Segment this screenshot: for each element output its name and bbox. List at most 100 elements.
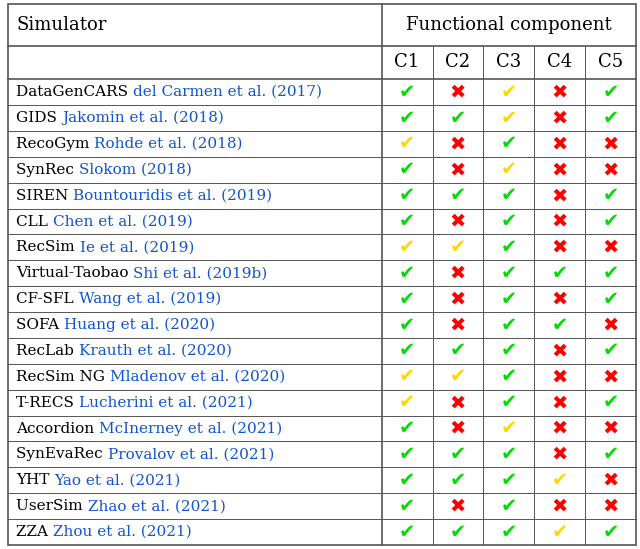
- Text: T-RECS: T-RECS: [16, 396, 79, 410]
- Text: ✔: ✔: [500, 135, 517, 153]
- Text: Functional component: Functional component: [406, 16, 612, 34]
- Text: ✔: ✔: [399, 160, 415, 180]
- Text: ✖: ✖: [602, 367, 619, 386]
- Text: ✖: ✖: [602, 316, 619, 334]
- Text: DataGenCARS: DataGenCARS: [16, 85, 133, 99]
- Text: ✔: ✔: [500, 160, 517, 180]
- Text: Accordion: Accordion: [16, 422, 99, 435]
- Text: ✔: ✔: [399, 290, 415, 309]
- Text: ✖: ✖: [552, 160, 568, 180]
- Text: ✖: ✖: [450, 497, 466, 516]
- Text: Zhao et al. (2021): Zhao et al. (2021): [88, 499, 225, 513]
- Text: ✖: ✖: [552, 367, 568, 386]
- Text: Zhou et al. (2021): Zhou et al. (2021): [53, 525, 191, 539]
- Text: ✔: ✔: [399, 109, 415, 127]
- Text: ✔: ✔: [500, 445, 517, 464]
- Text: ✔: ✔: [500, 497, 517, 516]
- Text: ✖: ✖: [552, 109, 568, 127]
- Text: SynEvaRec: SynEvaRec: [16, 447, 108, 461]
- Text: ✔: ✔: [399, 445, 415, 464]
- Text: ✔: ✔: [602, 186, 619, 205]
- Text: ✖: ✖: [602, 160, 619, 180]
- Text: RecSim: RecSim: [16, 240, 79, 254]
- Text: ✔: ✔: [399, 83, 415, 102]
- Text: Rohde et al. (2018): Rohde et al. (2018): [94, 137, 243, 151]
- Text: ✔: ✔: [450, 471, 466, 490]
- Text: ✖: ✖: [552, 419, 568, 438]
- Text: Slokom (2018): Slokom (2018): [79, 163, 191, 177]
- Text: RecLab: RecLab: [16, 344, 79, 358]
- Text: ✔: ✔: [450, 238, 466, 257]
- Text: ✔: ✔: [399, 393, 415, 412]
- Text: C2: C2: [445, 53, 470, 71]
- Text: ✖: ✖: [552, 238, 568, 257]
- Text: Lucherini et al. (2021): Lucherini et al. (2021): [79, 396, 253, 410]
- Text: ✖: ✖: [450, 393, 466, 412]
- Text: ✖: ✖: [552, 393, 568, 412]
- Text: ✖: ✖: [552, 497, 568, 516]
- Text: C3: C3: [496, 53, 522, 71]
- Text: Provalov et al. (2021): Provalov et al. (2021): [108, 447, 274, 461]
- Text: C1: C1: [394, 53, 420, 71]
- Text: ✔: ✔: [500, 290, 517, 309]
- Text: ✔: ✔: [500, 186, 517, 205]
- Text: SynRec: SynRec: [16, 163, 79, 177]
- Text: ✔: ✔: [500, 341, 517, 360]
- Text: ✖: ✖: [552, 341, 568, 360]
- Text: ✔: ✔: [500, 264, 517, 283]
- Text: RecSim NG: RecSim NG: [16, 370, 110, 384]
- Text: SIREN: SIREN: [16, 189, 73, 203]
- Text: del Carmen et al. (2017): del Carmen et al. (2017): [133, 85, 322, 99]
- Text: ✔: ✔: [399, 471, 415, 490]
- Text: ✔: ✔: [500, 419, 517, 438]
- Text: UserSim: UserSim: [16, 499, 88, 513]
- Text: ✖: ✖: [450, 160, 466, 180]
- Text: CF-SFL: CF-SFL: [16, 292, 79, 306]
- Text: ✔: ✔: [399, 341, 415, 360]
- Text: ✔: ✔: [399, 419, 415, 438]
- Text: ✔: ✔: [500, 212, 517, 231]
- Text: ✖: ✖: [552, 186, 568, 205]
- Text: ✔: ✔: [500, 367, 517, 386]
- Text: RecoGym: RecoGym: [16, 137, 94, 151]
- Text: Simulator: Simulator: [16, 16, 106, 34]
- Text: ✔: ✔: [399, 135, 415, 153]
- Text: ✖: ✖: [552, 290, 568, 309]
- Text: ✖: ✖: [602, 471, 619, 490]
- Text: ✖: ✖: [552, 135, 568, 153]
- Text: ✖: ✖: [602, 497, 619, 516]
- Text: ✔: ✔: [399, 186, 415, 205]
- Text: ✔: ✔: [399, 497, 415, 516]
- Text: ✖: ✖: [450, 316, 466, 334]
- Text: Yao et al. (2021): Yao et al. (2021): [54, 473, 180, 488]
- Text: ✔: ✔: [500, 83, 517, 102]
- Text: ✔: ✔: [450, 523, 466, 541]
- Text: SOFA: SOFA: [16, 318, 64, 332]
- Text: ✔: ✔: [500, 316, 517, 334]
- Text: Chen et al. (2019): Chen et al. (2019): [52, 215, 193, 228]
- Text: ✖: ✖: [450, 419, 466, 438]
- Text: ✔: ✔: [450, 445, 466, 464]
- Text: ✔: ✔: [399, 264, 415, 283]
- Text: ✔: ✔: [399, 212, 415, 231]
- Text: ✔: ✔: [602, 393, 619, 412]
- Text: ✔: ✔: [500, 523, 517, 541]
- Text: ✔: ✔: [399, 238, 415, 257]
- Text: ✖: ✖: [552, 445, 568, 464]
- Text: ✔: ✔: [552, 471, 568, 490]
- Text: ✔: ✔: [552, 316, 568, 334]
- Text: ✔: ✔: [552, 523, 568, 541]
- Text: C4: C4: [547, 53, 572, 71]
- Text: ✔: ✔: [450, 367, 466, 386]
- Text: ✔: ✔: [602, 109, 619, 127]
- Text: ✔: ✔: [500, 109, 517, 127]
- Text: ✖: ✖: [552, 83, 568, 102]
- Text: ✖: ✖: [602, 238, 619, 257]
- Text: ✔: ✔: [500, 471, 517, 490]
- Text: ✖: ✖: [602, 419, 619, 438]
- Text: Shi et al. (2019b): Shi et al. (2019b): [133, 266, 268, 281]
- Text: ✔: ✔: [399, 367, 415, 386]
- Text: Mladenov et al. (2020): Mladenov et al. (2020): [110, 370, 285, 384]
- Text: Krauth et al. (2020): Krauth et al. (2020): [79, 344, 232, 358]
- Text: ✔: ✔: [602, 341, 619, 360]
